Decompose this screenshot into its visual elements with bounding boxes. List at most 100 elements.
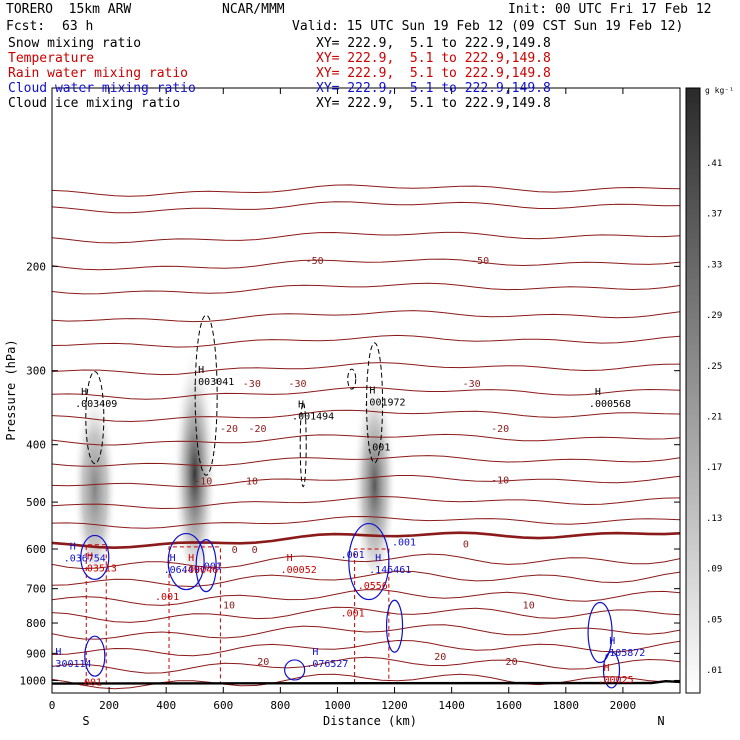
isotherm <box>52 656 680 674</box>
isotherm <box>52 258 680 271</box>
y-tick-label: 500 <box>26 496 46 509</box>
isotherm-label: -10 <box>240 477 258 488</box>
y-tick-label: 200 <box>26 260 46 273</box>
isotherm <box>52 455 680 467</box>
maximum-marker: H <box>312 647 318 658</box>
maximum-value: .03513 <box>81 564 117 575</box>
model-title: TORERO 15km ARW <box>6 2 132 17</box>
isotherm <box>52 386 680 400</box>
maximum-marker: H <box>595 387 601 398</box>
north-end-label: N <box>657 714 664 728</box>
cloud-water-contour <box>195 539 217 593</box>
terrain-line <box>51 680 681 685</box>
maximum-value: .003041 <box>192 377 234 388</box>
field-xy-temperature: XY= 222.9, 5.1 to 222.9,149.8 <box>316 51 551 66</box>
isotherm-label: 0 <box>463 539 469 550</box>
isotherm <box>52 531 680 550</box>
isotherm <box>52 334 680 348</box>
maximum-value: .001494 <box>292 411 334 422</box>
isotherm-label: -30 <box>288 379 306 390</box>
isotherm <box>52 495 680 510</box>
isotherm <box>52 475 680 488</box>
maximum-marker: H <box>375 553 381 564</box>
cloud-ice-contour <box>299 402 307 488</box>
x-tick-label: 200 <box>99 699 119 712</box>
isotherm-label: 0 <box>232 545 238 556</box>
maximum-value: .064497 <box>164 565 206 576</box>
isotherm-label: 10 <box>523 601 535 612</box>
y-tick-label: 600 <box>26 543 46 556</box>
rain-contour <box>354 548 390 684</box>
cloud-water-contour <box>587 601 613 664</box>
field-name-rain: Rain water mixing ratio <box>8 66 189 81</box>
maximum-value: .076527 <box>306 659 348 670</box>
isotherm-label: -50 <box>471 256 489 267</box>
colorbar-tick-label: .09 <box>706 565 722 575</box>
isotherm <box>52 639 680 657</box>
plot-frame <box>51 87 681 694</box>
isotherm <box>52 409 680 423</box>
maximum-marker: H <box>609 636 615 647</box>
colorbar-tick-label: .25 <box>706 362 722 372</box>
y-axis-label: Pressure (hPa) <box>4 339 18 440</box>
isotherm <box>52 553 680 570</box>
x-tick-label: 400 <box>156 699 176 712</box>
y-tick-label: 300 <box>26 365 46 378</box>
y-tick-label: 400 <box>26 439 46 452</box>
isotherm-label: 20 <box>434 652 446 663</box>
snow-column <box>352 345 397 572</box>
isotherm <box>52 310 680 323</box>
y-tick-label: 700 <box>26 583 46 596</box>
temperature-contours <box>52 184 680 690</box>
isotherm-label: 20 <box>257 657 269 668</box>
isotherm-label: 20 <box>506 657 518 668</box>
cloud-water-contour <box>602 651 621 689</box>
maximum-value: .000568 <box>589 399 631 410</box>
colorbar-tick-label: .13 <box>706 514 722 524</box>
maximum-marker: H <box>170 553 176 564</box>
field-name-cloud-ice: Cloud ice mixing ratio <box>8 96 181 111</box>
cloud-ice-contour <box>85 371 105 465</box>
isotherm-label: -50 <box>306 256 324 267</box>
colorbar-tick-label: .05 <box>706 615 722 625</box>
isotherm-label: -20 <box>220 424 238 435</box>
cloud-water-contour <box>284 659 306 681</box>
maximum-value: .001 <box>155 592 179 603</box>
maximum-value: .001 <box>78 678 102 689</box>
x-tick-label: 600 <box>213 699 233 712</box>
source-label: NCAR/MMM <box>222 2 285 17</box>
isotherm-label: 0 <box>252 545 258 556</box>
maximum-marker: H <box>87 552 93 563</box>
cloud-ice-contours <box>85 314 384 488</box>
snow-column <box>72 363 117 567</box>
x-tick-label: 1200 <box>381 699 408 712</box>
x-axis-label: Distance (km) <box>323 714 417 728</box>
isotherm-label: -30 <box>243 379 261 390</box>
forecast-hour: 63 h <box>62 19 94 34</box>
y-tick-label: 1000 <box>20 674 47 687</box>
isotherm <box>52 606 680 623</box>
colorbar <box>685 87 701 694</box>
maximum-marker: H <box>70 541 76 552</box>
y-tick-label: 800 <box>26 617 46 630</box>
field-xy-rain: XY= 222.9, 5.1 to 222.9,149.8 <box>316 66 551 81</box>
colorbar-tick-label: .01 <box>706 666 722 676</box>
ground-surface <box>51 680 681 685</box>
cloud-ice-contour <box>347 368 357 390</box>
isotherm <box>52 201 680 214</box>
field-xy-snow: XY= 222.9, 5.1 to 222.9,149.8 <box>316 36 551 51</box>
colorbar-tick-label: .37 <box>706 210 722 220</box>
colorbar-tick-label: .33 <box>706 260 722 270</box>
cloud-water-contour <box>348 522 390 601</box>
cloud-water-contour <box>385 599 404 653</box>
maximum-value: .105872 <box>603 648 645 659</box>
maximum-value: .001 <box>341 609 365 620</box>
cloud-water-contours <box>80 522 621 689</box>
isotherm <box>52 515 680 529</box>
rain-contour <box>85 544 107 684</box>
maximum-value: .146461 <box>369 565 411 576</box>
isotherm-label: 10 <box>223 601 235 612</box>
isotherm-label: -10 <box>194 477 212 488</box>
maximum-value: .001 <box>392 538 416 549</box>
